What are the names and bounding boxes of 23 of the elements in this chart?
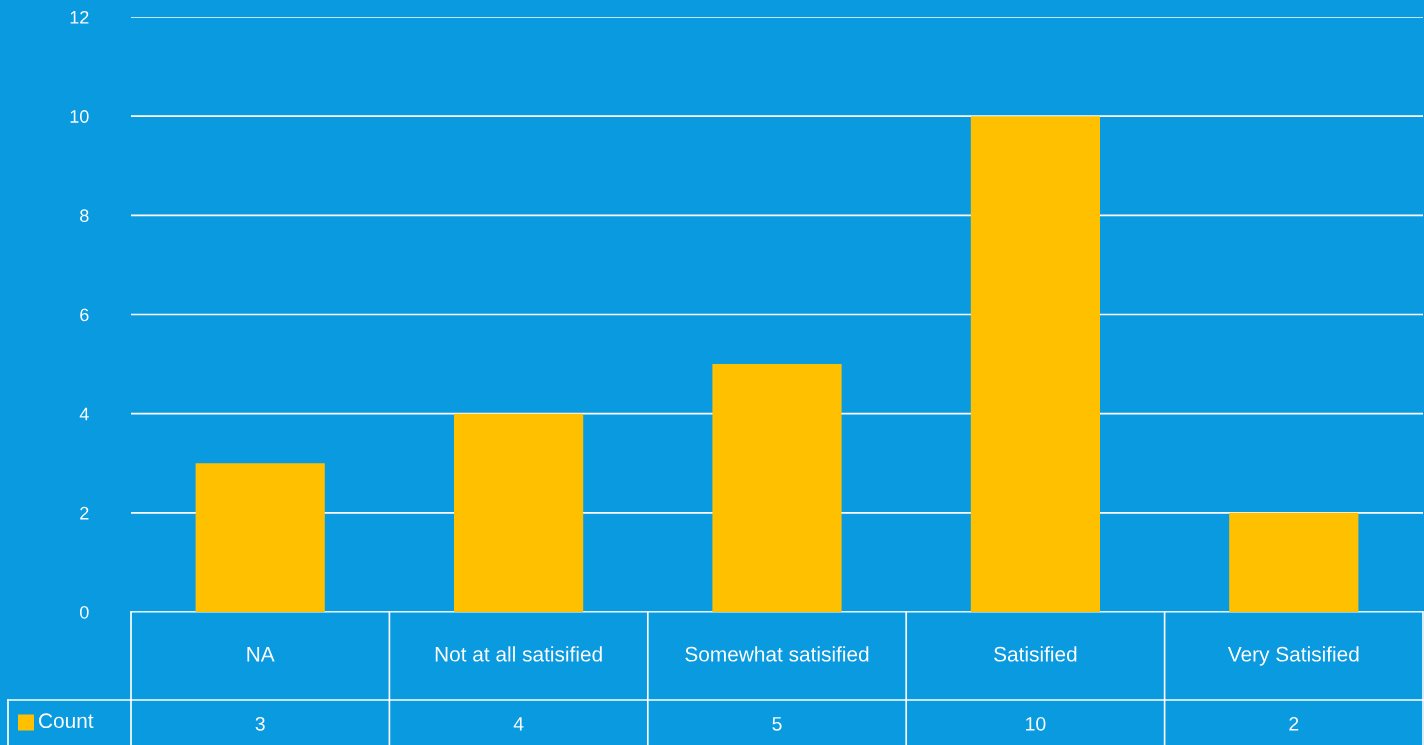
legend-label: Count <box>39 713 94 729</box>
bar <box>195 463 325 612</box>
y-tick-label: 4 <box>79 407 89 421</box>
x-tick-label: Not at all satisified <box>435 646 602 662</box>
data-label: 4 <box>513 717 524 731</box>
bar <box>712 364 842 612</box>
x-tick-label: Satisified <box>994 646 1077 662</box>
y-tick-label: 6 <box>80 308 89 322</box>
y-tick-label: 10 <box>70 110 89 123</box>
bar <box>1229 512 1359 612</box>
y-tick-label: 8 <box>80 209 89 223</box>
bar <box>454 413 584 612</box>
bar <box>970 116 1100 612</box>
x-tick-label: Somewhat satisified <box>685 646 869 662</box>
y-tick-label: 0 <box>80 605 89 619</box>
x-tick-label: Very Satisified <box>1227 646 1359 666</box>
y-tick-label: 12 <box>70 10 89 24</box>
data-label: 2 <box>1289 716 1299 731</box>
x-tick-label: NA <box>247 647 275 662</box>
data-label: 3 <box>255 716 265 731</box>
data-label: 10 <box>1026 716 1046 731</box>
data-label: 5 <box>772 717 782 731</box>
y-tick-label: 2 <box>80 506 89 520</box>
